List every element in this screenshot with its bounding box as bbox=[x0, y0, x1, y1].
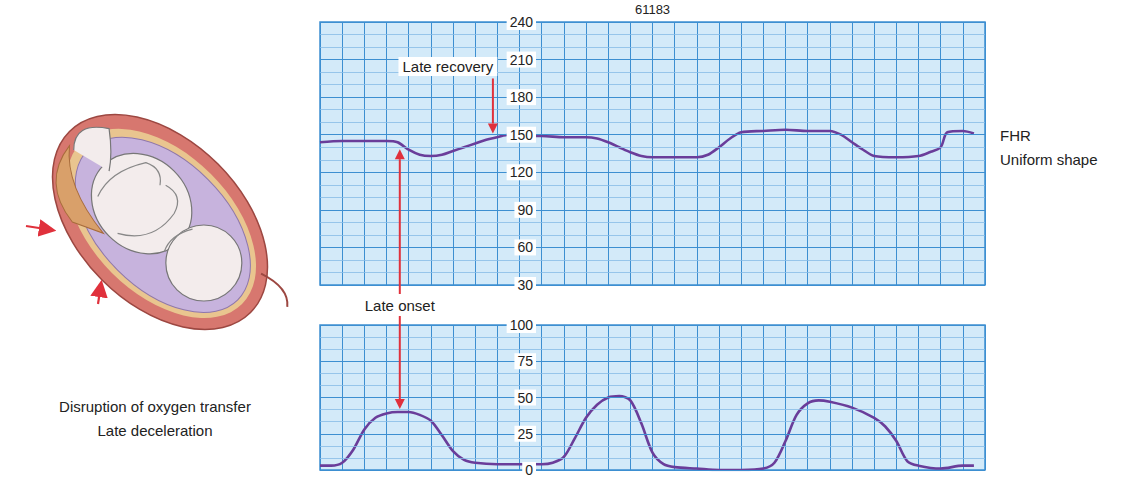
svg-text:Late recovery: Late recovery bbox=[402, 58, 493, 75]
svg-text:FHR: FHR bbox=[1000, 127, 1031, 144]
svg-text:Uniform shape: Uniform shape bbox=[1000, 151, 1098, 168]
svg-text:210: 210 bbox=[510, 52, 534, 68]
svg-text:30: 30 bbox=[517, 277, 533, 293]
svg-text:25: 25 bbox=[517, 426, 533, 442]
svg-text:61183: 61183 bbox=[635, 2, 670, 17]
svg-text:Disruption of oxygen transfer: Disruption of oxygen transfer bbox=[59, 398, 251, 415]
svg-text:120: 120 bbox=[510, 164, 534, 180]
svg-text:50: 50 bbox=[517, 390, 533, 406]
svg-text:Late deceleration: Late deceleration bbox=[97, 422, 212, 439]
svg-text:90: 90 bbox=[517, 202, 533, 218]
svg-text:180: 180 bbox=[510, 89, 534, 105]
svg-text:60: 60 bbox=[517, 239, 533, 255]
svg-text:0: 0 bbox=[525, 462, 533, 478]
svg-text:100: 100 bbox=[510, 317, 534, 333]
svg-text:75: 75 bbox=[517, 353, 533, 369]
svg-text:Late onset: Late onset bbox=[365, 297, 436, 314]
svg-text:240: 240 bbox=[510, 14, 534, 30]
svg-text:150: 150 bbox=[510, 127, 534, 143]
